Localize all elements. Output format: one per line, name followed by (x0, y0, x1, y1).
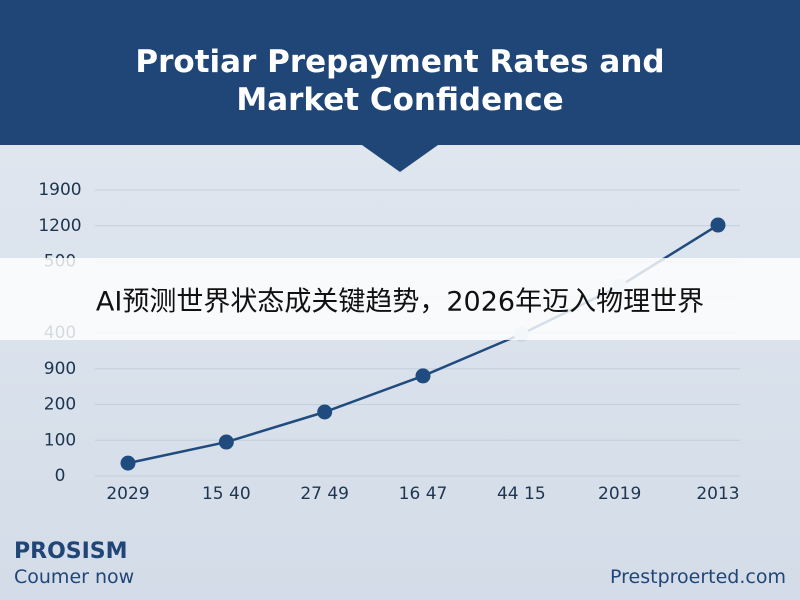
x-tick-label: 2029 (106, 484, 149, 504)
header-band (0, 0, 800, 145)
tagline: Coumer now (14, 566, 134, 588)
title: Market Confidence (236, 82, 563, 118)
point (218, 434, 234, 450)
y-tick-label: 900 (44, 359, 76, 379)
x-tick-label: 2013 (696, 484, 739, 504)
x-tick-label: 2019 (598, 484, 641, 504)
point (120, 455, 136, 471)
header-pointer (362, 145, 438, 172)
x-tick-label: 27 49 (300, 484, 349, 504)
y-tick-label: 100 (44, 430, 76, 450)
title: Protiar Prepayment Rates and (135, 44, 664, 80)
point (415, 368, 431, 384)
x-tick-label: 16 47 (399, 484, 448, 504)
y-tick-label: 0 (55, 466, 66, 486)
point (710, 217, 726, 233)
banner-text: AI预测世界状态成关键趋势，2026年迈入物理世界 (96, 287, 704, 318)
point (317, 404, 333, 420)
site: Prestproerted.com (610, 566, 786, 588)
y-tick-label: 1900 (38, 180, 81, 200)
banner (0, 258, 800, 340)
x-tick-label: 44 15 (497, 484, 546, 504)
x-tick-label: 15 40 (202, 484, 251, 504)
y-tick-label: 200 (44, 395, 76, 415)
brand: PROSISM (14, 539, 128, 564)
y-tick-label: 1200 (38, 216, 81, 236)
